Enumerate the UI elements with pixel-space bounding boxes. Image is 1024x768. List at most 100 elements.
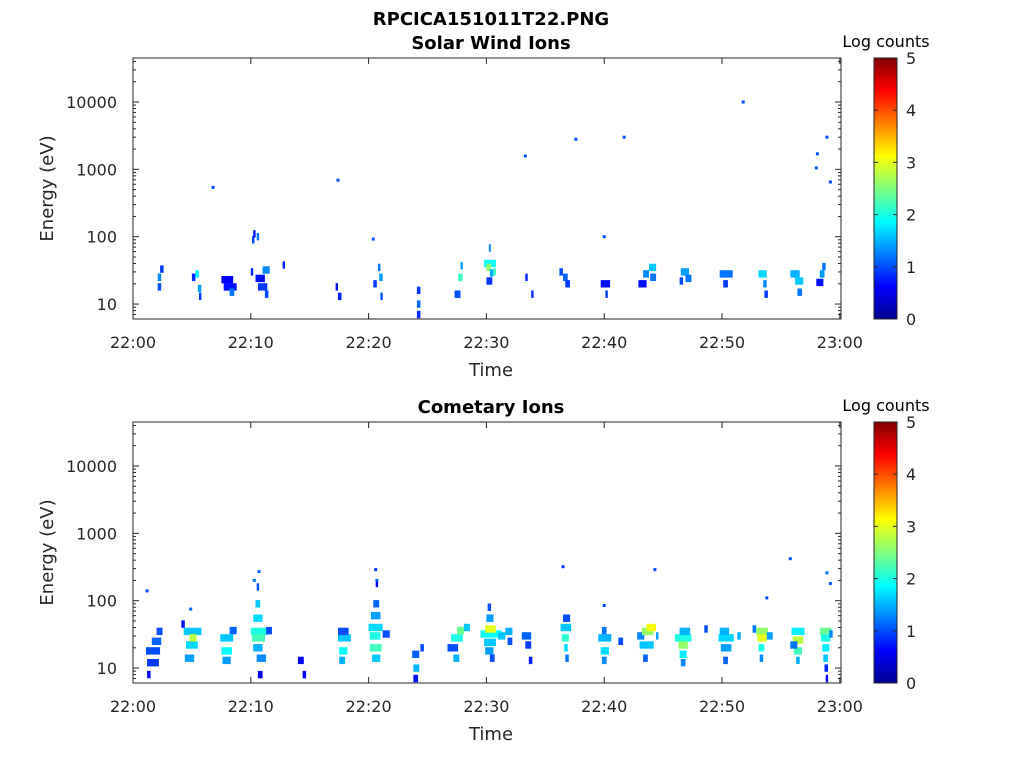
heatmap-cell [253, 614, 263, 622]
heatmap-point [741, 100, 745, 104]
heatmap-cell [256, 583, 260, 591]
heatmap-cell [302, 670, 307, 679]
heatmap-cell [498, 632, 506, 640]
figure-title: RPCICA151011T22.PNG [373, 9, 609, 30]
heatmap-cell [197, 284, 202, 293]
heatmap-cell [679, 627, 691, 636]
heatmap-cell [618, 637, 624, 645]
heatmap-cell [416, 310, 421, 319]
heatmap-cell [221, 647, 232, 655]
heatmap-cell [678, 641, 688, 649]
heatmap-cell [156, 627, 163, 636]
colorbar-tick-label: 5 [906, 413, 916, 432]
heatmap-cell [457, 626, 465, 635]
heatmap-cell [451, 634, 463, 642]
heatmap-cell [338, 292, 342, 301]
heatmap-cell [679, 277, 684, 285]
colorbar-tick-label: 5 [906, 49, 916, 68]
heatmap-cell [458, 273, 463, 281]
x-tick-label: 22:30 [463, 333, 509, 352]
heatmap-cell [766, 632, 773, 640]
x-tick-label: 22:00 [110, 697, 156, 716]
heatmap-point [788, 557, 792, 561]
heatmap-cell [151, 637, 162, 645]
heatmap-cell [559, 268, 563, 276]
heatmap-cell [823, 654, 828, 662]
heatmap-cell [222, 656, 231, 665]
heatmap-cell [521, 632, 532, 640]
heatmap-cell [600, 280, 611, 288]
heatmap-cell [223, 283, 237, 291]
heatmap-point [561, 565, 565, 569]
heatmap-cell [252, 634, 265, 642]
heatmap-cell [264, 290, 269, 298]
solar-wind-panel: Solar Wind Ions 22:00 22:10 22:20 22:30 22:4… [37, 32, 930, 381]
heatmap-point [375, 578, 379, 582]
colorbar-label: Log counts [842, 32, 929, 51]
y-tick-label: 10 [97, 659, 117, 678]
heatmap-cell [181, 620, 185, 628]
plot-frame [132, 421, 842, 684]
heatmap-cell [262, 266, 270, 274]
heatmap-cell [338, 634, 351, 642]
heatmap-cell [795, 277, 804, 285]
heatmap-point [765, 596, 769, 600]
heatmap-cell [413, 674, 419, 683]
heatmap-cell [560, 623, 572, 632]
x-tick-label: 22:30 [463, 697, 509, 716]
heatmap-plot-area: 22:00 22:10 22:20 22:30 22:40 22:50 23:00 10 100… [66, 421, 863, 716]
heatmap-point [825, 135, 829, 139]
x-tick-label: 23:00 [817, 697, 863, 716]
colorbar-tick-label: 3 [906, 153, 916, 172]
heatmap-cell [413, 664, 420, 672]
heatmap-cell [718, 634, 734, 642]
heatmap-cell [297, 656, 304, 665]
heatmap-cell [489, 654, 495, 662]
heatmap-cell [757, 634, 767, 642]
heatmap-point [257, 570, 261, 574]
heatmap-cell [790, 270, 800, 278]
heatmap-cell [641, 627, 654, 636]
heatmap-point [815, 152, 819, 156]
colorbar-tick-label: 0 [906, 674, 916, 693]
heatmap-point [622, 135, 626, 139]
heatmap-cell [220, 634, 234, 642]
colorbar-gradient [873, 57, 898, 320]
x-tick-label: 22:50 [699, 333, 745, 352]
heatmap-cell [507, 637, 513, 645]
heatmap-cell [489, 269, 494, 277]
heatmap-cell [464, 623, 470, 632]
heatmap-cell [680, 268, 689, 276]
heatmap-cell [563, 614, 571, 622]
heatmap-plot-area: 22:00 22:10 22:20 22:30 22:40 22:50 23:00 10 100… [66, 57, 863, 352]
y-axis-label: Energy (eV) [37, 135, 58, 241]
heatmap-cell [454, 290, 461, 298]
heatmap-cell [371, 611, 381, 620]
heatmap-cell [752, 625, 757, 633]
heatmap-cell [488, 244, 491, 252]
heatmap-cell [719, 270, 733, 278]
heatmap-cell [656, 632, 659, 640]
heatmap-cell [253, 644, 263, 652]
plot-frame [132, 57, 842, 320]
x-tick-label: 22:10 [228, 697, 274, 716]
heatmap-cell [157, 283, 162, 291]
heatmap-cell [255, 600, 261, 608]
heatmap-cell [221, 276, 234, 284]
heatmap-point [189, 607, 193, 611]
heatmap-cell [373, 600, 380, 608]
heatmap-point [828, 180, 832, 184]
colorbar-tick-label: 2 [906, 570, 916, 589]
heatmap-cell [378, 263, 381, 272]
heatmap-cell [505, 627, 513, 636]
heatmap-cell [257, 670, 263, 679]
heatmap-cell [796, 656, 800, 665]
x-tick-label: 22:40 [581, 697, 627, 716]
heatmap-cell [598, 634, 612, 642]
heatmap-point [523, 154, 527, 158]
heatmap-point [374, 568, 378, 572]
heatmap-point [252, 578, 256, 582]
heatmap-cell [637, 632, 645, 640]
heatmap-cell [758, 644, 765, 652]
